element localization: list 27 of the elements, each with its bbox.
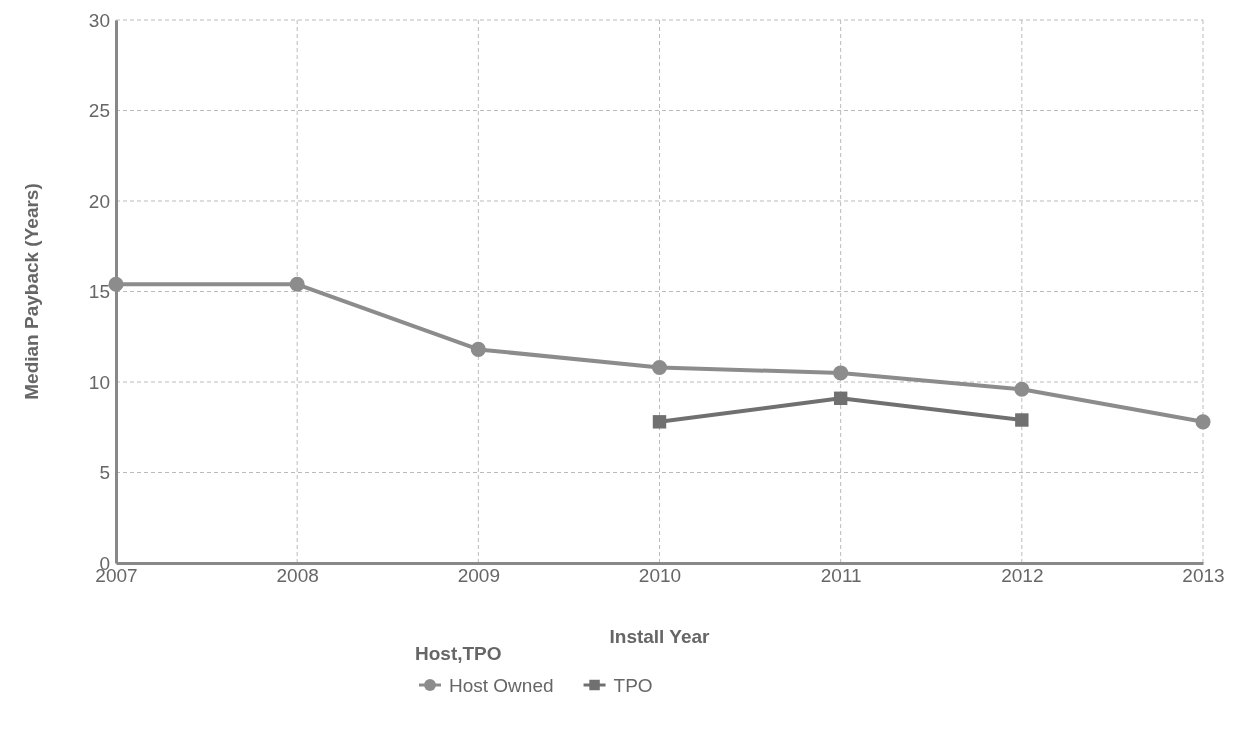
y-tick-label: 15 xyxy=(88,281,110,303)
point xyxy=(1195,414,1211,430)
y-tick-label: 10 xyxy=(88,371,110,393)
x-tick-label: 2012 xyxy=(1001,565,1044,587)
point xyxy=(289,276,305,292)
point xyxy=(470,341,486,357)
x-tick-label: 2008 xyxy=(276,565,319,587)
point xyxy=(651,359,668,376)
point xyxy=(1014,381,1030,397)
y-axis-title: Median Payback (Years) xyxy=(21,183,42,400)
x-tick-label: 2013 xyxy=(1182,565,1225,587)
x-tick-label: 2010 xyxy=(638,565,682,587)
y-tick-label: 5 xyxy=(99,462,110,484)
point xyxy=(833,391,848,405)
x-axis-title: Install Year xyxy=(609,626,711,647)
point xyxy=(108,276,124,292)
point xyxy=(833,365,849,381)
y-tick-label: 25 xyxy=(88,100,110,122)
x-tick-label: 2011 xyxy=(820,565,862,587)
point xyxy=(1015,413,1029,427)
y-tick-label: 30 xyxy=(88,9,110,31)
legend-label: TPO xyxy=(613,675,653,696)
x-tick-label: 2009 xyxy=(457,565,500,587)
y-tick-label: 20 xyxy=(88,190,110,212)
point xyxy=(652,415,667,429)
legend-label: Host Owned xyxy=(449,675,554,696)
legend-title: Host,TPO xyxy=(415,643,502,664)
